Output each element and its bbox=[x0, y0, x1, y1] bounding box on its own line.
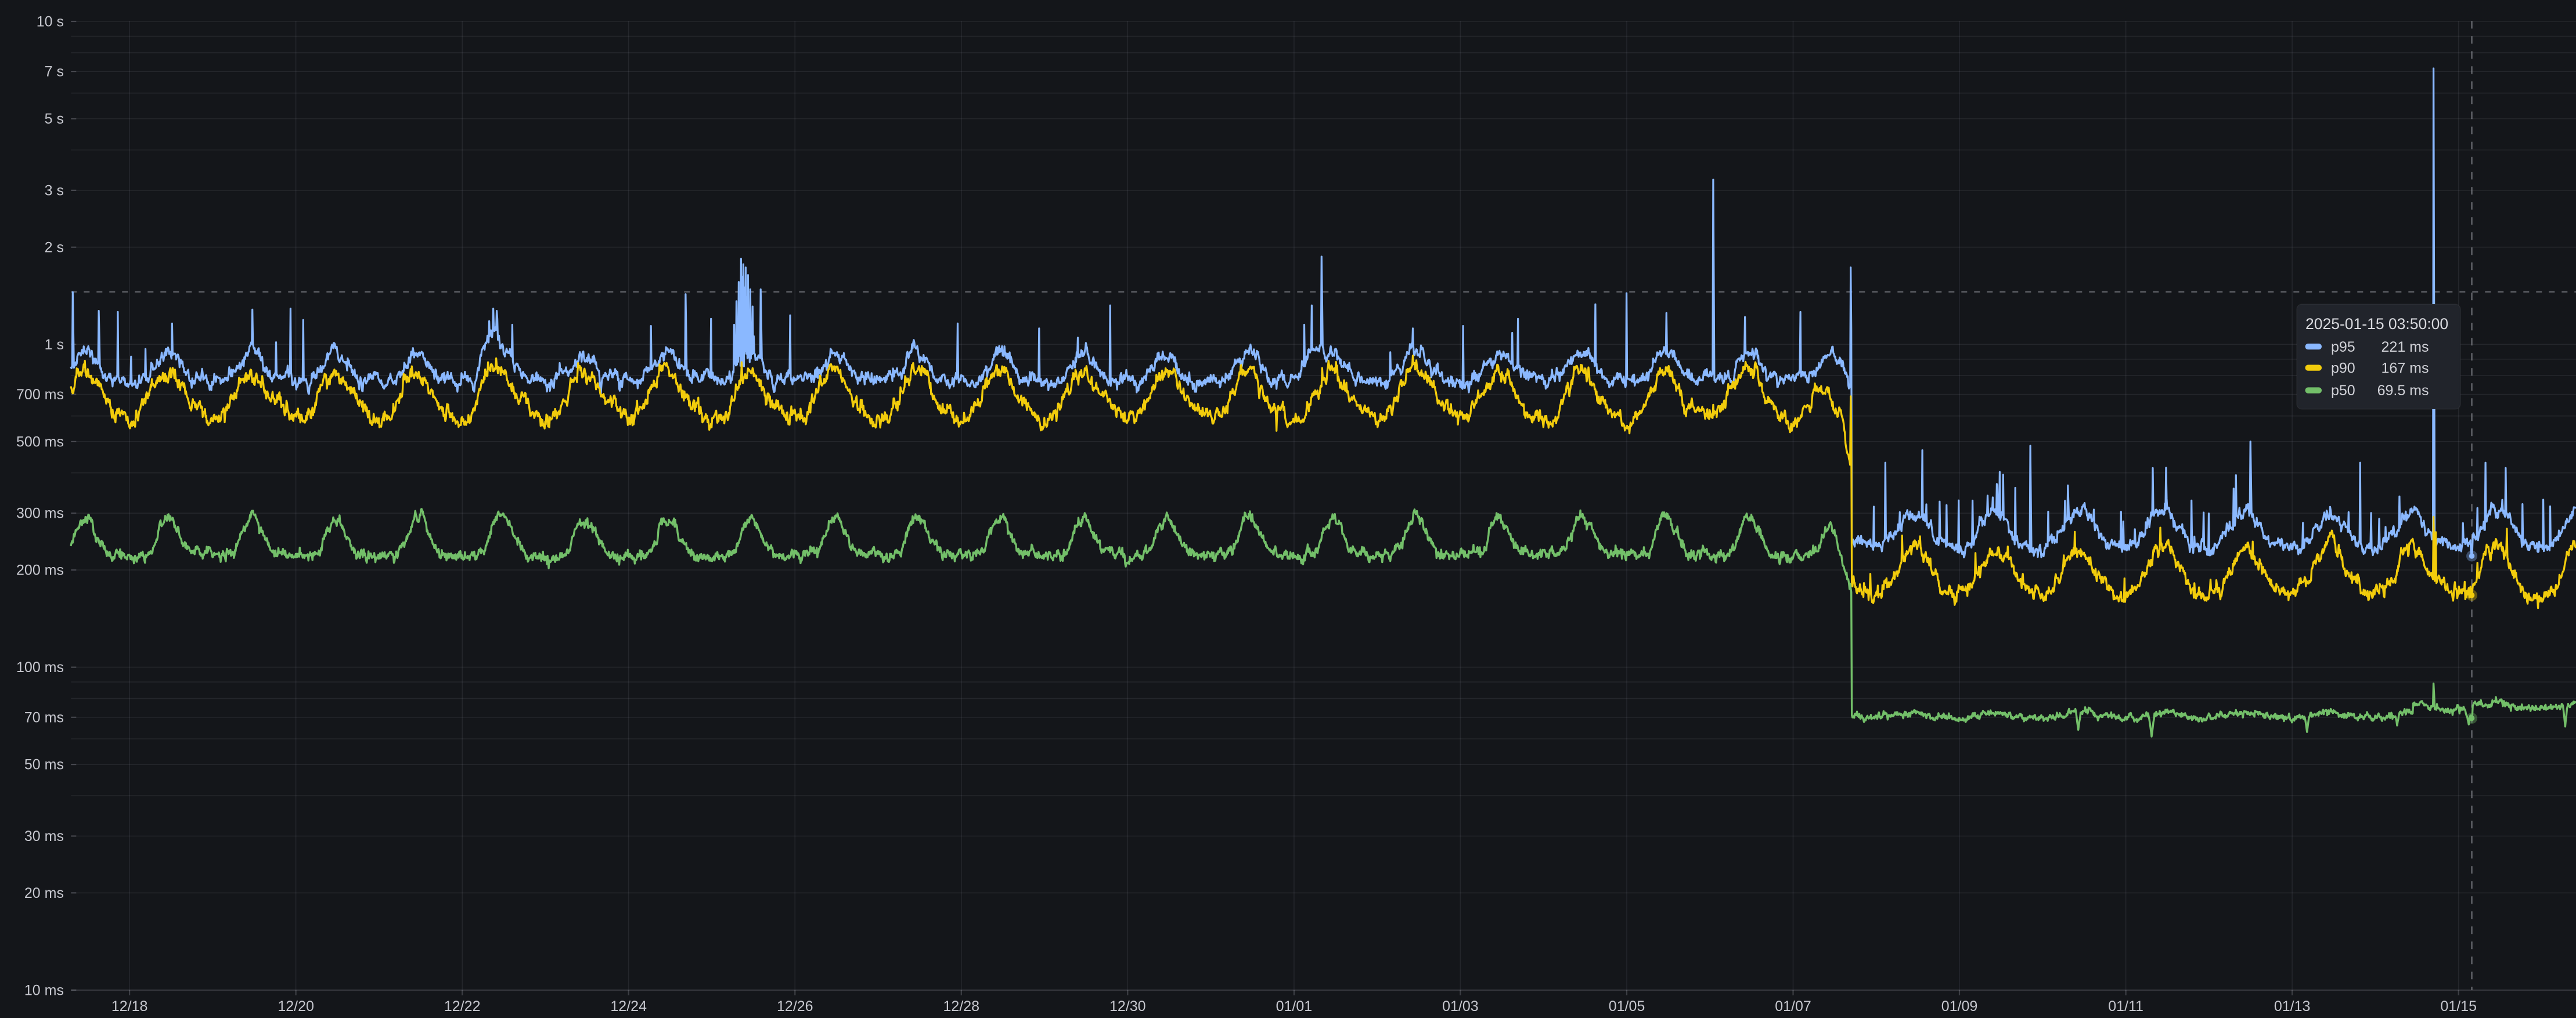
svg-text:12/28: 12/28 bbox=[943, 998, 980, 1015]
svg-text:2 s: 2 s bbox=[45, 239, 64, 255]
svg-text:01/07: 01/07 bbox=[1775, 998, 1811, 1015]
svg-text:01/11: 01/11 bbox=[2108, 998, 2143, 1015]
svg-text:200 ms: 200 ms bbox=[16, 562, 64, 579]
svg-text:167 ms: 167 ms bbox=[2382, 360, 2429, 377]
svg-text:30 ms: 30 ms bbox=[24, 828, 64, 844]
svg-text:300 ms: 300 ms bbox=[16, 506, 64, 522]
svg-text:p90: p90 bbox=[2331, 360, 2355, 377]
svg-text:12/20: 12/20 bbox=[278, 998, 314, 1015]
svg-text:500 ms: 500 ms bbox=[16, 434, 64, 450]
svg-text:p50: p50 bbox=[2331, 382, 2355, 399]
svg-text:10 s: 10 s bbox=[37, 14, 64, 30]
svg-text:221 ms: 221 ms bbox=[2382, 339, 2429, 355]
svg-text:70 ms: 70 ms bbox=[24, 709, 64, 725]
svg-text:p95: p95 bbox=[2331, 339, 2355, 355]
svg-text:100 ms: 100 ms bbox=[16, 659, 64, 676]
svg-text:12/18: 12/18 bbox=[111, 998, 148, 1015]
svg-text:01/01: 01/01 bbox=[1276, 998, 1313, 1015]
svg-text:12/30: 12/30 bbox=[1109, 998, 1146, 1015]
svg-text:01/15: 01/15 bbox=[2440, 998, 2477, 1015]
svg-text:12/26: 12/26 bbox=[777, 998, 813, 1015]
svg-text:10 ms: 10 ms bbox=[24, 982, 64, 998]
svg-text:1 s: 1 s bbox=[45, 337, 64, 353]
svg-text:700 ms: 700 ms bbox=[16, 387, 64, 403]
svg-text:12/24: 12/24 bbox=[610, 998, 647, 1015]
svg-text:3 s: 3 s bbox=[45, 182, 64, 198]
svg-text:01/03: 01/03 bbox=[1442, 998, 1479, 1015]
svg-text:20 ms: 20 ms bbox=[24, 885, 64, 901]
svg-text:01/09: 01/09 bbox=[1941, 998, 1978, 1015]
svg-text:01/05: 01/05 bbox=[1609, 998, 1645, 1015]
svg-text:69.5 ms: 69.5 ms bbox=[2377, 382, 2429, 399]
svg-text:50 ms: 50 ms bbox=[24, 757, 64, 773]
svg-text:01/13: 01/13 bbox=[2274, 998, 2311, 1015]
svg-text:5 s: 5 s bbox=[45, 111, 64, 127]
svg-text:12/22: 12/22 bbox=[444, 998, 481, 1015]
svg-text:7 s: 7 s bbox=[45, 64, 64, 80]
svg-text:2025-01-15 03:50:00: 2025-01-15 03:50:00 bbox=[2305, 315, 2448, 333]
